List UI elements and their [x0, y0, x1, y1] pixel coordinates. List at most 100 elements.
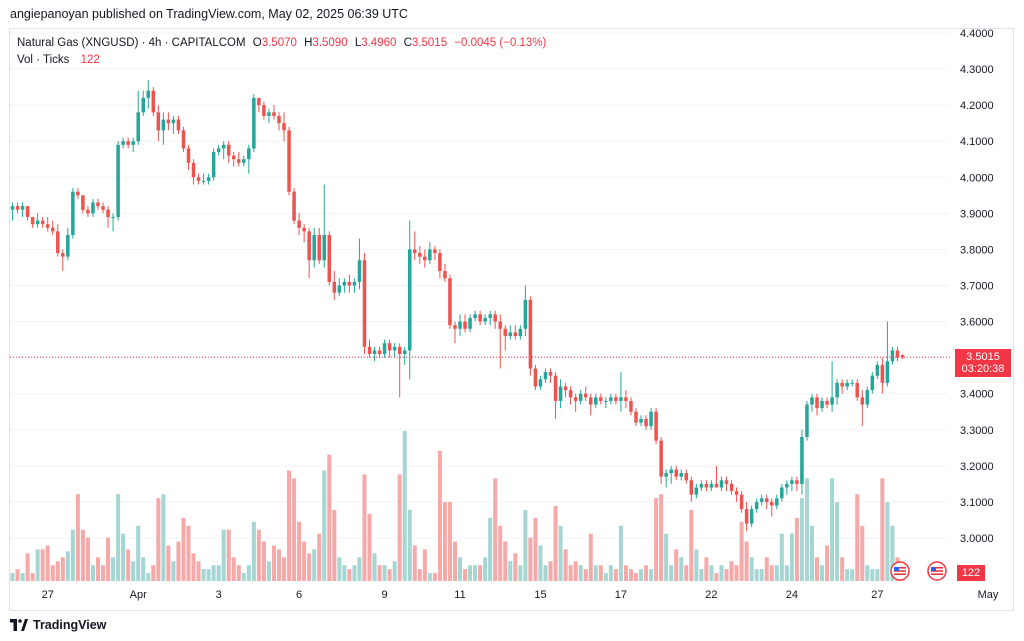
candle-body: [131, 141, 135, 145]
tradingview-logo-icon: [10, 619, 28, 631]
candle-body: [423, 256, 427, 261]
candle-body: [56, 231, 60, 254]
candle-body: [136, 112, 140, 142]
candle-body: [106, 209, 110, 217]
candle-body: [267, 112, 271, 116]
candle-body: [639, 418, 643, 423]
candle-body: [252, 97, 256, 149]
high-label: H: [304, 37, 313, 49]
volume-bar: [75, 494, 80, 581]
candle-body: [895, 350, 900, 358]
candle-body: [830, 397, 834, 405]
candle-body: [76, 191, 80, 196]
chart-panel[interactable]: [9, 28, 1014, 611]
volume-bar: [80, 529, 85, 581]
volume-bar: [714, 573, 719, 581]
volume-bar: [282, 557, 287, 581]
volume-bar: [890, 525, 895, 581]
us-flag-icon[interactable]: [890, 561, 910, 581]
candle-body: [61, 253, 65, 257]
volume-bar: [774, 565, 779, 581]
volume-bar: [468, 565, 473, 581]
candle-body: [825, 400, 829, 405]
candle-body: [327, 235, 332, 282]
candle-body: [800, 437, 804, 484]
candle-body: [644, 418, 648, 427]
volume-bar: [367, 513, 372, 581]
volume-bar: [699, 569, 704, 581]
volume-bar: [759, 569, 764, 581]
candle-body: [805, 404, 809, 437]
footer-branding[interactable]: TradingView: [10, 618, 106, 632]
volume-bar: [488, 517, 493, 581]
candle-body: [30, 216, 35, 225]
candle-body: [126, 141, 130, 145]
time-tick-label: Apr: [130, 589, 147, 601]
volume-bar: [463, 569, 468, 581]
candle-body: [528, 299, 533, 369]
candle-body: [257, 97, 261, 106]
price-tick-label: 3.7000: [960, 281, 994, 293]
volume-bar: [855, 494, 860, 581]
candle-body: [473, 314, 477, 318]
candle-body: [503, 328, 508, 336]
candle-body: [25, 206, 30, 217]
candle-body: [277, 115, 281, 124]
price-tick-label: 4.3000: [960, 64, 994, 76]
candle-body: [543, 372, 548, 380]
candle-body: [588, 397, 593, 405]
volume-bar: [45, 545, 50, 581]
candle-body: [453, 325, 457, 329]
candle-body: [45, 224, 50, 228]
volume-bar: [820, 565, 825, 581]
candle-body: [367, 346, 372, 355]
volume-bar: [830, 478, 835, 581]
volume-bar: [799, 498, 804, 581]
candle-body: [684, 473, 689, 481]
candle-body: [81, 195, 85, 210]
candle-body: [508, 332, 513, 336]
candle-body: [66, 235, 70, 257]
volume-bar: [442, 502, 447, 581]
open-value: 3.5070: [261, 37, 297, 49]
candle-body: [181, 130, 186, 149]
volume-bar: [307, 553, 312, 581]
volume-bar: [116, 494, 121, 581]
volume-bar: [769, 565, 774, 581]
candle-body: [312, 235, 316, 261]
us-flag-icon[interactable]: [927, 561, 947, 581]
volume-bar: [211, 565, 216, 581]
candle-body: [845, 382, 849, 387]
volume-bar: [724, 569, 729, 581]
candle-body: [775, 498, 779, 506]
candle-body: [649, 411, 653, 427]
price-tick-label: 3.4000: [960, 389, 994, 401]
volume-bar: [10, 573, 15, 581]
symbol-label[interactable]: Natural Gas (XNGUSD) · 4h · CAPITALCOM: [17, 37, 246, 49]
last-price-tag: 3.5015 03:20:38: [955, 349, 1011, 378]
volume-bar: [518, 565, 523, 581]
volume-label[interactable]: Vol · Ticks: [17, 54, 70, 66]
volume-bar: [739, 521, 744, 581]
publisher-info: angiepanoyan published on TradingView.co…: [10, 7, 408, 21]
volume-bar: [573, 561, 578, 581]
volume-bar: [347, 569, 352, 581]
candle-body: [669, 469, 673, 474]
candle-body: [191, 162, 196, 178]
candle-body: [734, 491, 739, 495]
candle-body: [171, 119, 176, 124]
volume-bar: [840, 557, 845, 581]
candle-body: [704, 483, 709, 488]
candle-body: [216, 148, 221, 153]
candle-body: [201, 180, 206, 182]
volume-bar: [814, 557, 820, 581]
volume-bar: [754, 569, 759, 581]
candle-body: [870, 375, 875, 391]
volume-bar: [674, 549, 679, 581]
candle-body: [337, 285, 342, 293]
candle-body: [488, 314, 492, 318]
candle-body: [242, 159, 246, 163]
volume-bar: [608, 565, 613, 581]
candle-body: [709, 483, 714, 488]
